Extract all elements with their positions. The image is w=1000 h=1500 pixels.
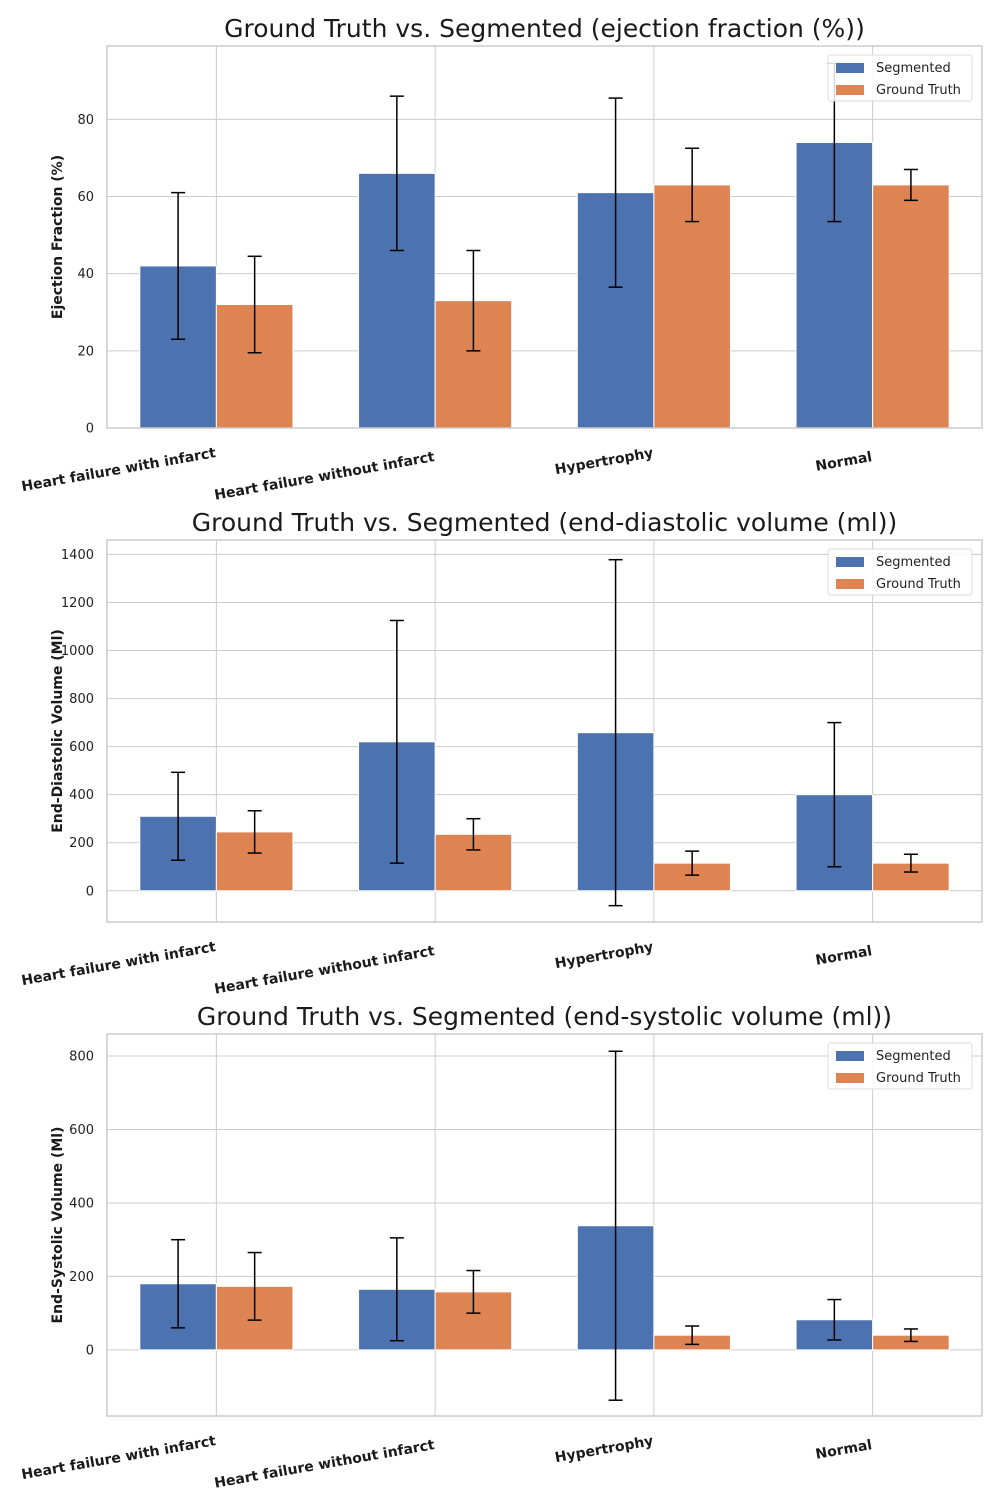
legend-swatch [836, 579, 864, 589]
segmented-error-bar [171, 1238, 186, 1329]
legend: Segmented Ground Truth [827, 548, 973, 596]
y-tick-label: 80 [77, 113, 94, 128]
legend-swatch [836, 557, 864, 567]
y-tick-label: 0 [86, 884, 94, 899]
x-tick-label: Heart failure with infarct [20, 939, 217, 989]
chart-title: Ground Truth vs. Segmented (end-diastoli… [192, 508, 897, 537]
chart-panel-1: Ground Truth vs. Segmented (ejection fra… [20, 14, 983, 504]
x-tick-label: Heart failure without infarct [213, 449, 436, 504]
x-tick-label: Normal [814, 943, 873, 969]
legend-swatch [836, 1051, 864, 1061]
ground-truth-error-bar [903, 853, 918, 873]
ground-truth-error-bar [247, 810, 262, 854]
x-tick-label: Heart failure without infarct [213, 1437, 436, 1492]
legend-label: Segmented [876, 1049, 951, 1064]
y-tick-label: 1000 [61, 644, 94, 659]
x-tick-label: Hypertrophy [554, 445, 655, 478]
plot-frame [106, 45, 983, 429]
ground-truth-bar [215, 831, 294, 892]
y-tick-label: 0 [86, 422, 94, 437]
legend: Segmented Ground Truth [827, 1042, 973, 1090]
x-tick-label: Hypertrophy [554, 1433, 655, 1466]
segmented-error-bar [608, 1050, 623, 1401]
segmented-error-bar [827, 1298, 842, 1341]
y-tick-label: 40 [77, 267, 94, 282]
y-tick-label: 1200 [61, 596, 94, 611]
segmented-error-bar [171, 191, 186, 341]
chart-panel-3: Ground Truth vs. Segmented (end-systolic… [20, 1002, 983, 1492]
y-tick-label: 200 [69, 836, 94, 851]
chart-title: Ground Truth vs. Segmented (end-systolic… [197, 1002, 892, 1031]
ground-truth-error-bar [903, 168, 918, 202]
legend-swatch [836, 63, 864, 73]
legend: Segmented Ground Truth [827, 54, 973, 102]
y-tick-label: 400 [69, 1196, 94, 1211]
ground-truth-error-bar [685, 1325, 700, 1346]
ground-truth-error-bar [247, 255, 262, 354]
segmented-error-bar [608, 558, 623, 907]
y-tick-label: 400 [69, 788, 94, 803]
ground-truth-bar [872, 184, 950, 429]
ground-truth-error-bar [685, 850, 700, 876]
y-tick-label: 800 [69, 692, 94, 707]
legend-swatch [836, 1073, 864, 1083]
x-tick-label: Heart failure without infarct [213, 943, 436, 998]
x-tick-label: Normal [814, 1437, 873, 1463]
y-tick-label: 20 [77, 344, 94, 359]
y-axis-label: Ejection Fraction (%) [50, 155, 66, 319]
ground-truth-error-bar [903, 1328, 918, 1343]
segmented-error-bar [389, 1237, 404, 1342]
x-tick-label: Heart failure with infarct [20, 1433, 217, 1483]
legend-label: Ground Truth [876, 1071, 961, 1086]
segmented-error-bar [389, 619, 404, 864]
plot-frame [106, 539, 983, 923]
segmented-error-bar [171, 771, 186, 862]
ground-truth-error-bar [466, 249, 481, 352]
y-tick-label: 1400 [61, 548, 94, 563]
y-tick-label: 600 [69, 1123, 94, 1138]
x-tick-label: Heart failure with infarct [20, 445, 217, 495]
y-axis-label: End-Diastolic Volume (Ml) [50, 629, 66, 833]
segmented-error-bar [389, 95, 404, 252]
legend-label: Segmented [876, 555, 951, 570]
y-tick-label: 600 [69, 740, 94, 755]
y-axis-label: End-Systolic Volume (Ml) [50, 1127, 66, 1324]
y-tick-label: 0 [86, 1343, 94, 1358]
y-tick-label: 800 [69, 1050, 94, 1065]
legend-swatch [836, 85, 864, 95]
ground-truth-error-bar [685, 147, 700, 223]
x-tick-label: Normal [814, 449, 873, 475]
y-tick-label: 200 [69, 1270, 94, 1285]
y-tick-label: 60 [77, 190, 94, 205]
plot-frame [106, 1033, 983, 1417]
chart-title: Ground Truth vs. Segmented (ejection fra… [224, 14, 865, 43]
segmented-error-bar [827, 721, 842, 868]
ground-truth-error-bar [466, 817, 481, 851]
ground-truth-error-bar [466, 1269, 481, 1314]
chart-panel-2: Ground Truth vs. Segmented (end-diastoli… [20, 508, 983, 998]
legend-label: Ground Truth [876, 83, 961, 98]
x-tick-label: Hypertrophy [554, 939, 655, 972]
ground-truth-error-bar [247, 1251, 262, 1321]
segmented-error-bar [608, 97, 623, 288]
legend-label: Segmented [876, 61, 951, 76]
legend-label: Ground Truth [876, 577, 961, 592]
